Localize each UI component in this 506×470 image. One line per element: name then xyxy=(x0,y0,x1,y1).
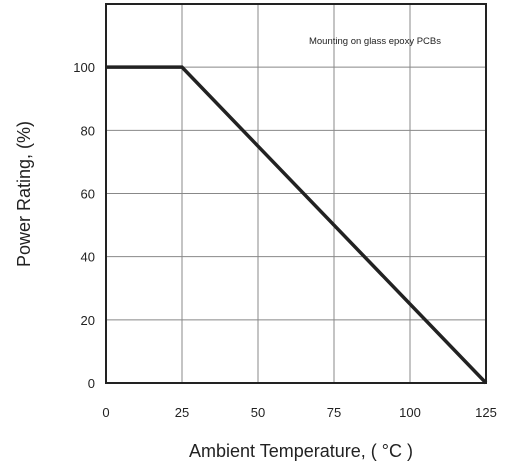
x-tick-label: 100 xyxy=(399,405,421,420)
x-tick-label: 50 xyxy=(251,405,265,420)
y-tick-labels: 0 20 40 60 80 100 xyxy=(73,60,95,391)
grid-lines xyxy=(106,4,486,383)
y-tick-label: 20 xyxy=(81,313,95,328)
x-tick-label: 75 xyxy=(327,405,341,420)
derating-curve xyxy=(106,65,488,385)
x-tick-label: 125 xyxy=(475,405,497,420)
y-tick-label: 100 xyxy=(73,60,95,75)
y-tick-label: 40 xyxy=(81,250,95,265)
x-axis-title: Ambient Temperature, ( °C ) xyxy=(189,441,413,461)
y-axis-title: Power Rating, (%) xyxy=(14,121,34,267)
annotation-text: Mounting on glass epoxy PCBs xyxy=(309,36,441,47)
x-tick-labels: 0 25 50 75 100 125 xyxy=(102,405,496,420)
y-tick-label: 60 xyxy=(81,187,95,202)
series-layer xyxy=(105,65,488,385)
y-tick-label: 80 xyxy=(81,123,95,138)
y-tick-label: 0 xyxy=(88,376,95,391)
plot-frame xyxy=(105,3,487,384)
x-tick-label: 25 xyxy=(175,405,189,420)
x-tick-label: 0 xyxy=(102,405,109,420)
